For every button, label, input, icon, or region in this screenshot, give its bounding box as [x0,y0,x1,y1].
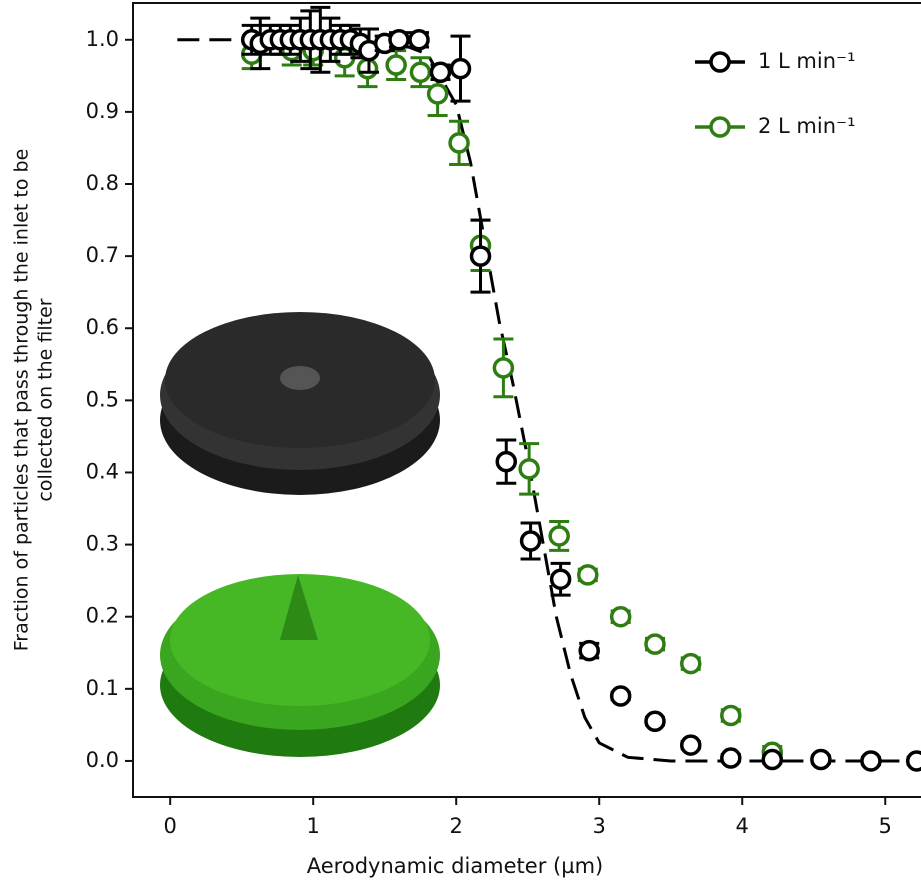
fit-curve [177,38,921,763]
data-point [548,525,570,547]
y-tick-label: 0.6 [86,315,119,339]
data-point [644,633,666,655]
data-point [408,29,430,51]
plot-area [177,5,921,772]
x-axis-label: Aerodynamic diameter (µm) [307,854,603,878]
legend-marker [709,51,731,73]
inlet-image-green [160,574,440,757]
data-point [644,710,666,733]
legend-label: 1 L min⁻¹ [758,49,856,73]
data-point [905,750,921,772]
data-point [426,83,449,105]
data-point [409,61,432,83]
y-tick-label: 0.2 [86,604,119,628]
y-tick-label: 0.7 [86,243,119,267]
data-point [720,704,742,727]
data-point [578,639,600,662]
data-point [720,747,742,769]
data-point [385,54,407,76]
y-tick-label: 0.8 [86,171,119,195]
data-point [449,57,472,80]
data-point [495,450,518,473]
data-point [429,61,452,83]
data-point [679,652,702,675]
data-point [549,568,572,590]
data-point [810,748,832,771]
y-tick-label: 0.0 [86,748,119,772]
legend-label: 2 L min⁻¹ [758,114,856,138]
y-tick-label: 0.1 [86,676,119,700]
data-point [388,29,410,51]
x-tick-label: 5 [879,814,892,838]
inlet-image-black [160,312,440,495]
y-tick-label: 0.5 [86,387,119,411]
data-point [761,748,784,771]
y-tick-label: 0.9 [86,99,119,123]
data-point [860,750,882,772]
y-axis-label: Fraction of particles that pass through … [11,149,33,652]
x-tick-label: 4 [736,814,749,838]
data-point [492,357,515,379]
legend-marker [709,116,731,138]
y-tick-label: 1.0 [86,27,119,51]
data-point [609,605,632,628]
data-point [448,132,470,154]
data-point [679,734,702,756]
x-tick-label: 1 [307,814,320,838]
data-point [609,685,632,707]
data-point [577,564,599,586]
y-tick-label: 0.4 [86,459,119,483]
x-tick-label: 2 [450,814,463,838]
data-point [518,458,540,480]
x-tick-label: 0 [163,814,176,838]
data-point [469,245,492,267]
x-tick-label: 3 [593,814,606,838]
data-point [519,530,542,552]
y-axis-label: collected on the filter [35,298,57,501]
y-tick-label: 0.3 [86,532,119,556]
